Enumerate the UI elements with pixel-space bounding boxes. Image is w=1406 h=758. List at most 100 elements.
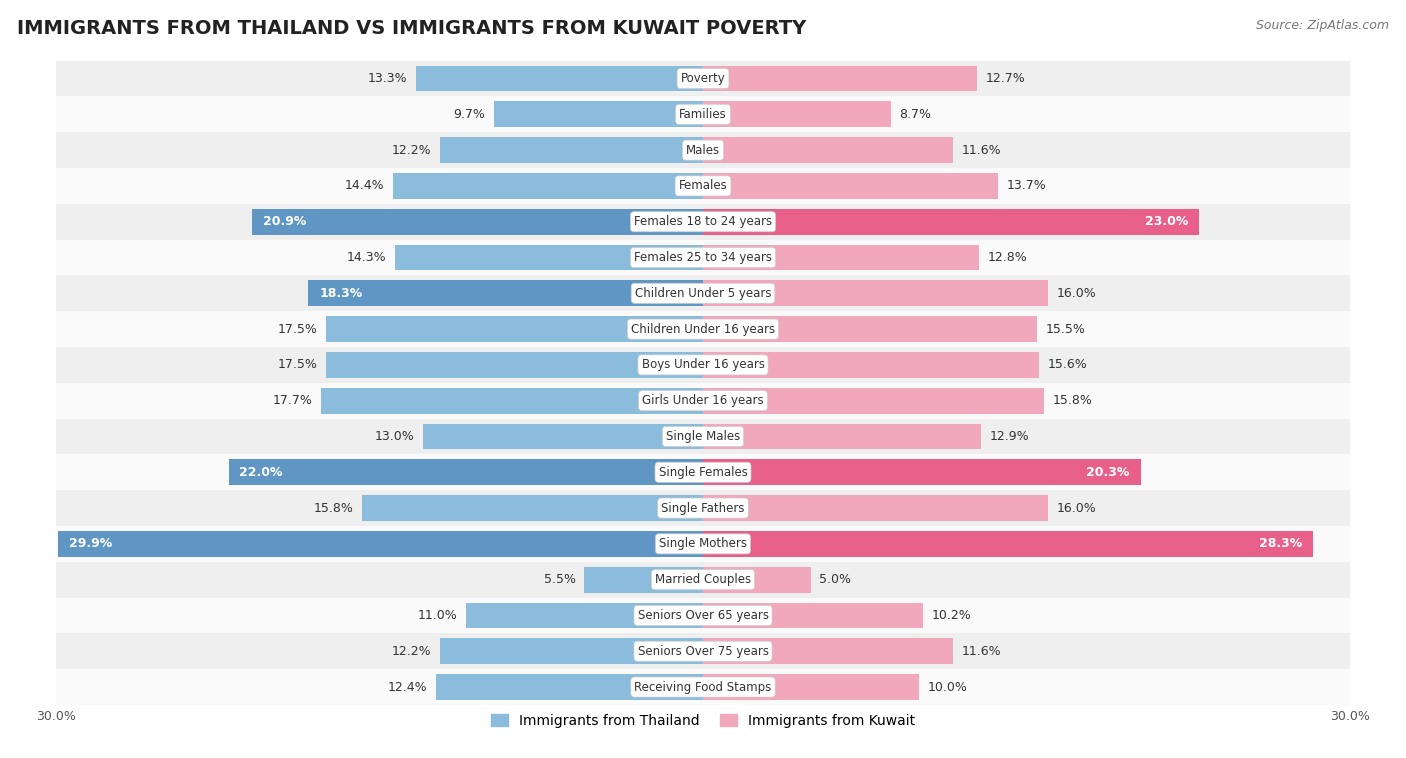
Bar xyxy=(494,102,703,127)
Text: Females 25 to 34 years: Females 25 to 34 years xyxy=(634,251,772,264)
Bar xyxy=(436,674,703,700)
Bar xyxy=(703,66,977,92)
Bar xyxy=(703,638,953,664)
Bar xyxy=(703,137,953,163)
Text: 13.3%: 13.3% xyxy=(368,72,408,85)
Text: 16.0%: 16.0% xyxy=(1056,502,1097,515)
Text: 20.9%: 20.9% xyxy=(263,215,307,228)
Text: Receiving Food Stamps: Receiving Food Stamps xyxy=(634,681,772,694)
Bar xyxy=(56,275,1350,312)
Text: Children Under 5 years: Children Under 5 years xyxy=(634,287,772,300)
Bar xyxy=(703,173,998,199)
Bar xyxy=(395,245,703,271)
Legend: Immigrants from Thailand, Immigrants from Kuwait: Immigrants from Thailand, Immigrants fro… xyxy=(485,708,921,734)
Bar xyxy=(363,495,703,521)
Bar xyxy=(229,459,703,485)
Text: 12.9%: 12.9% xyxy=(990,430,1029,443)
Text: Single Mothers: Single Mothers xyxy=(659,537,747,550)
Text: 12.2%: 12.2% xyxy=(392,645,432,658)
Text: Single Fathers: Single Fathers xyxy=(661,502,745,515)
Bar xyxy=(56,204,1350,240)
Bar xyxy=(440,137,703,163)
Text: 12.8%: 12.8% xyxy=(987,251,1028,264)
Text: Families: Families xyxy=(679,108,727,121)
Text: Single Males: Single Males xyxy=(666,430,740,443)
Bar xyxy=(56,597,1350,634)
Text: 12.4%: 12.4% xyxy=(388,681,427,694)
Text: 16.0%: 16.0% xyxy=(1056,287,1097,300)
Bar xyxy=(56,526,1350,562)
Bar xyxy=(703,459,1140,485)
Bar xyxy=(703,316,1038,342)
Text: 17.5%: 17.5% xyxy=(277,323,318,336)
Bar xyxy=(56,240,1350,275)
Text: 14.4%: 14.4% xyxy=(344,180,384,193)
Text: 10.0%: 10.0% xyxy=(927,681,967,694)
Bar xyxy=(56,383,1350,418)
Bar xyxy=(56,168,1350,204)
Text: Single Females: Single Females xyxy=(658,465,748,479)
Text: Source: ZipAtlas.com: Source: ZipAtlas.com xyxy=(1256,19,1389,32)
Text: 17.7%: 17.7% xyxy=(273,394,312,407)
Bar xyxy=(703,208,1199,234)
Text: 18.3%: 18.3% xyxy=(319,287,363,300)
Bar xyxy=(465,603,703,628)
Text: 5.0%: 5.0% xyxy=(820,573,852,586)
Text: Children Under 16 years: Children Under 16 years xyxy=(631,323,775,336)
Bar xyxy=(326,352,703,377)
Text: 11.6%: 11.6% xyxy=(962,645,1001,658)
Text: 22.0%: 22.0% xyxy=(239,465,283,479)
Bar xyxy=(416,66,703,92)
Bar xyxy=(56,634,1350,669)
Bar xyxy=(56,454,1350,490)
Text: Females: Females xyxy=(679,180,727,193)
Bar xyxy=(703,495,1047,521)
Text: 14.3%: 14.3% xyxy=(346,251,387,264)
Text: 17.5%: 17.5% xyxy=(277,359,318,371)
Bar xyxy=(703,388,1043,414)
Bar xyxy=(392,173,703,199)
Text: 5.5%: 5.5% xyxy=(544,573,576,586)
Bar xyxy=(56,669,1350,705)
Bar xyxy=(56,347,1350,383)
Text: 13.7%: 13.7% xyxy=(1007,180,1046,193)
Text: IMMIGRANTS FROM THAILAND VS IMMIGRANTS FROM KUWAIT POVERTY: IMMIGRANTS FROM THAILAND VS IMMIGRANTS F… xyxy=(17,19,806,38)
Text: Poverty: Poverty xyxy=(681,72,725,85)
Bar xyxy=(440,638,703,664)
Bar xyxy=(585,567,703,593)
Bar xyxy=(423,424,703,449)
Text: 12.7%: 12.7% xyxy=(986,72,1025,85)
Bar xyxy=(56,312,1350,347)
Bar xyxy=(56,490,1350,526)
Bar xyxy=(56,96,1350,132)
Bar xyxy=(703,352,1039,377)
Text: 11.6%: 11.6% xyxy=(962,143,1001,157)
Text: 23.0%: 23.0% xyxy=(1144,215,1188,228)
Text: 9.7%: 9.7% xyxy=(453,108,485,121)
Bar xyxy=(308,280,703,306)
Bar xyxy=(322,388,703,414)
Text: 20.3%: 20.3% xyxy=(1087,465,1130,479)
Text: Males: Males xyxy=(686,143,720,157)
Bar xyxy=(703,531,1313,557)
Text: 13.0%: 13.0% xyxy=(374,430,415,443)
Bar xyxy=(56,132,1350,168)
Bar xyxy=(326,316,703,342)
Text: 15.6%: 15.6% xyxy=(1047,359,1088,371)
Text: 29.9%: 29.9% xyxy=(69,537,112,550)
Text: Married Couples: Married Couples xyxy=(655,573,751,586)
Text: 15.8%: 15.8% xyxy=(314,502,354,515)
Bar xyxy=(703,280,1047,306)
Text: Seniors Over 75 years: Seniors Over 75 years xyxy=(637,645,769,658)
Text: 15.5%: 15.5% xyxy=(1046,323,1085,336)
Text: 10.2%: 10.2% xyxy=(932,609,972,622)
Bar xyxy=(56,418,1350,454)
Bar xyxy=(703,424,981,449)
Text: 12.2%: 12.2% xyxy=(392,143,432,157)
Bar xyxy=(703,674,918,700)
Bar xyxy=(703,102,890,127)
Text: 15.8%: 15.8% xyxy=(1052,394,1092,407)
Text: 11.0%: 11.0% xyxy=(418,609,457,622)
Bar xyxy=(56,562,1350,597)
Text: Boys Under 16 years: Boys Under 16 years xyxy=(641,359,765,371)
